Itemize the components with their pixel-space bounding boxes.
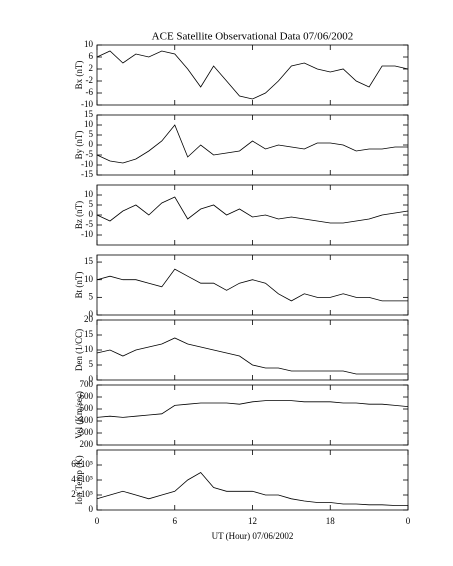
data-line [96,124,408,164]
y-tick-label: 5 [89,359,94,369]
y-tick-label: -5 [86,149,94,159]
y-tick-label: 15 [84,329,94,339]
y-tick-label: 700 [80,379,94,389]
y-tick-label: 10 [84,344,94,354]
y-tick-label: 2×10⁵ [71,489,93,499]
y-tick-label: -15 [81,169,93,179]
y-tick-label: 0 [89,504,94,514]
y-tick-label: -10 [81,99,93,109]
y-tick-label: -10 [81,229,93,239]
y-axis-label: Ion Temp (K) [74,455,84,504]
x-tick-label: 0 [406,516,411,526]
plot-frame [96,44,409,106]
y-tick-label: 500 [80,403,94,413]
plot-frame [96,184,409,246]
y-tick-label: 10 [84,119,94,129]
data-line [96,50,409,100]
y-tick-label: 2 [89,63,94,73]
plot-frame [96,319,409,381]
y-tick-label: 0 [89,139,94,149]
y-tick-label: 300 [80,427,94,437]
y-axis-label: Bt (nT) [74,272,84,299]
y-tick-label: 10 [84,39,94,49]
x-tick-label: 12 [248,516,257,526]
y-tick-label: 10 [84,274,94,284]
chart-title: ACE Satellite Observational Data 07/06/2… [152,31,354,43]
y-tick-label: 4×10⁵ [71,474,93,484]
y-tick-label: 15 [84,256,94,266]
data-line [96,268,408,302]
data-line [96,400,409,418]
y-tick-label: 600 [80,391,94,401]
y-tick-label: -5 [86,219,94,229]
y-axis-label: Den (1/CC) [74,329,84,371]
y-axis-label: Bz (nT) [74,201,84,229]
data-line [96,196,409,224]
y-tick-label: 0 [89,374,94,384]
plot-frame [96,384,409,446]
y-tick-label: -10 [81,159,93,169]
data-line [96,471,408,506]
x-tick-label: 18 [326,516,336,526]
y-tick-label: 0 [89,309,94,319]
y-tick-label: 5 [89,129,94,139]
y-tick-label: 5 [89,291,94,301]
y-tick-label: 15 [84,109,94,119]
plot-frame [96,449,409,511]
x-tick-label: 6 [173,516,178,526]
x-tick-label: 0 [95,516,100,526]
y-tick-label: 5 [89,199,94,209]
y-tick-label: 6×10⁵ [71,459,93,469]
plot-frame [96,254,409,316]
y-tick-label: -6 [86,87,94,97]
y-tick-label: -2 [86,75,94,85]
x-axis-label: UT (Hour) 07/06/2002 [212,531,294,541]
y-tick-label: 6 [89,51,94,61]
y-tick-label: 20 [84,314,94,324]
y-axis-label: Vel (Km/sec) [74,391,84,439]
y-tick-label: 400 [80,415,94,425]
y-axis-label: By (nT) [74,131,84,160]
y-axis-label: Bx (nT) [74,61,84,90]
data-line [96,337,408,375]
y-tick-label: 10 [84,189,94,199]
plot-frame [96,114,409,176]
y-tick-label: 200 [80,439,94,449]
y-tick-label: 0 [89,209,94,219]
